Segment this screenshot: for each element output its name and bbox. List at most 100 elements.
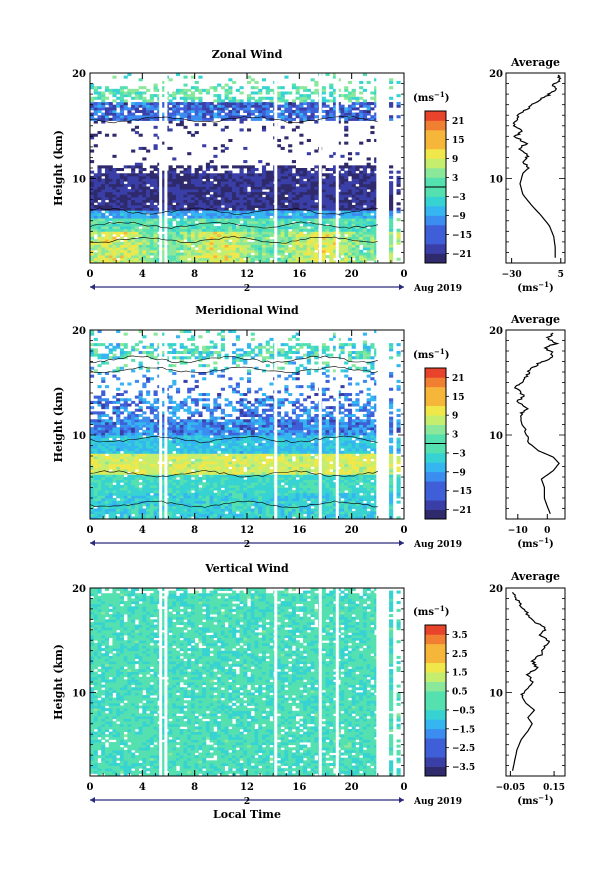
heatmap-cell [344,487,349,491]
heatmap-cell [329,99,334,103]
heatmap-cell [250,226,255,230]
heatmap-cell [235,173,240,177]
heatmap-cell [198,204,203,208]
heatmap-cell [235,257,240,261]
heatmap-cell [232,511,237,515]
heatmap-cell [123,508,128,512]
heatmap-cell [228,117,233,121]
heatmap-cell [179,484,184,488]
heatmap-cell [194,505,199,509]
heatmap-cell [336,228,341,232]
heatmap-cell [329,505,334,509]
heatmap-cell [269,492,274,496]
heatmap-cell [213,498,218,502]
heatmap-cell [90,204,95,208]
heatmap-cell [134,194,139,198]
heatmap-cell [250,104,255,108]
heatmap-cell [104,102,110,106]
heatmap-cell [217,511,222,515]
heatmap-cell [261,86,267,90]
heatmap-cell [359,233,364,238]
heatmap-cell [93,186,98,190]
heatmap-cell [220,186,225,190]
heatmap-cell [284,191,289,195]
heatmap-cell [310,173,315,177]
heatmap-cell [362,88,368,92]
heatmap-cell [228,175,233,179]
heatmap-cell [168,168,173,172]
heatmap-cell [344,162,349,166]
heatmap-cell [247,503,252,507]
heatmap-cell [370,239,375,243]
heatmap-cell [291,500,296,504]
heatmap-cell [97,516,102,520]
heatmap-cell [314,228,319,232]
heatmap-cell [209,112,214,116]
heatmap-cell [112,170,117,174]
heatmap-cell [228,508,233,512]
heatmap-cell [295,484,300,488]
heatmap-cell [280,252,285,256]
heatmap-cell [299,215,304,219]
heatmap-cell [306,183,311,187]
heatmap-cell [303,189,308,193]
heatmap-cell [112,210,117,214]
heatmap-cell [344,236,349,240]
heatmap-cell [347,236,353,240]
heatmap-cell [314,508,319,512]
heatmap-cell [175,191,181,195]
heatmap-cell [389,495,394,499]
heatmap-cell [347,228,353,232]
heatmap-cell [190,511,196,515]
heatmap-cell [138,78,143,82]
heatmap-cell [213,115,218,119]
heatmap-cell [389,181,394,185]
heatmap-cell [362,104,368,108]
heatmap-cell [332,204,338,208]
heatmap-cell [265,482,270,486]
heatmap-cell [179,204,184,208]
heatmap-cell [295,91,300,95]
heatmap-cell [194,511,199,515]
heatmap-cell [146,175,151,179]
heatmap-cell [183,487,188,491]
heatmap-cell [284,244,289,248]
heatmap-cell [261,220,267,224]
heatmap-cell [276,503,282,507]
heatmap-cell [138,170,143,174]
heatmap-cell [175,123,181,127]
heatmap-cell [280,168,285,172]
heatmap-cell [179,498,184,502]
heatmap-cell [295,255,300,259]
heatmap-cell [149,220,154,224]
heatmap-cell [205,505,211,509]
heatmap-cell [280,173,285,177]
heatmap-cell [276,168,282,172]
heatmap-cell [359,226,364,230]
heatmap-cell [310,247,315,251]
heatmap-cell [306,94,311,98]
heatmap-cell [209,115,214,119]
heatmap-cell [112,503,117,507]
heatmap-cell [351,104,356,108]
heatmap-cell [314,490,319,494]
heatmap-cell [104,255,110,259]
heatmap-cell [351,181,356,185]
heatmap-cell [138,233,143,238]
heatmap-cell [325,255,330,259]
heatmap-cell [284,487,289,491]
heatmap-cell [247,165,252,169]
heatmap-cell [351,197,356,201]
heatmap-cell [161,194,166,198]
heatmap-cell [142,91,147,95]
heatmap-cell [93,86,98,90]
heatmap-cell [209,202,214,206]
heatmap-cell [123,212,128,216]
heatmap-cell [93,500,98,504]
heatmap-cell [247,175,252,179]
heatmap-cell [332,233,338,238]
heatmap-cell [370,508,375,512]
heatmap-cell [306,191,311,195]
heatmap-cell [351,490,356,494]
